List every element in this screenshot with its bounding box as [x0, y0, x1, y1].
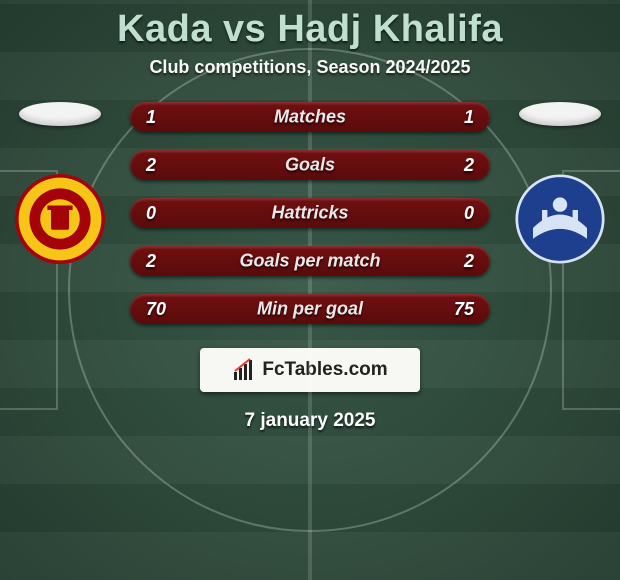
left-player-silhouette — [19, 102, 101, 126]
stat-left-value: 0 — [146, 203, 174, 224]
stat-left-value: 2 — [146, 155, 174, 176]
stat-row-hattricks: 0 Hattricks 0 — [130, 198, 490, 228]
stat-row-matches: 1 Matches 1 — [130, 102, 490, 132]
stat-left-value: 1 — [146, 107, 174, 128]
stat-label: Goals — [285, 155, 335, 176]
esperance-tunis-badge-icon — [15, 174, 105, 264]
stat-right-value: 0 — [446, 203, 474, 224]
left-club-badge — [15, 174, 105, 264]
stat-row-goals-per-match: 2 Goals per match 2 — [130, 246, 490, 276]
stat-label: Goals per match — [239, 251, 380, 272]
stat-label: Hattricks — [271, 203, 348, 224]
stat-label: Min per goal — [257, 299, 363, 320]
stat-right-value: 2 — [446, 251, 474, 272]
left-player-column — [0, 102, 120, 264]
right-club-badge — [515, 174, 605, 264]
stat-right-value: 2 — [446, 155, 474, 176]
stat-left-value: 70 — [146, 299, 174, 320]
right-player-silhouette — [519, 102, 601, 126]
comparison-arena: 1 Matches 1 2 Goals 2 0 Hattricks 0 2 Go… — [0, 102, 620, 324]
stat-right-value: 75 — [446, 299, 474, 320]
stat-left-value: 2 — [146, 251, 174, 272]
stat-row-goals: 2 Goals 2 — [130, 150, 490, 180]
stat-bars: 1 Matches 1 2 Goals 2 0 Hattricks 0 2 Go… — [130, 102, 490, 324]
us-monastir-badge-icon — [515, 174, 605, 264]
right-player-column — [500, 102, 620, 264]
stat-row-min-per-goal: 70 Min per goal 75 — [130, 294, 490, 324]
stat-label: Matches — [274, 107, 346, 128]
stat-right-value: 1 — [446, 107, 474, 128]
